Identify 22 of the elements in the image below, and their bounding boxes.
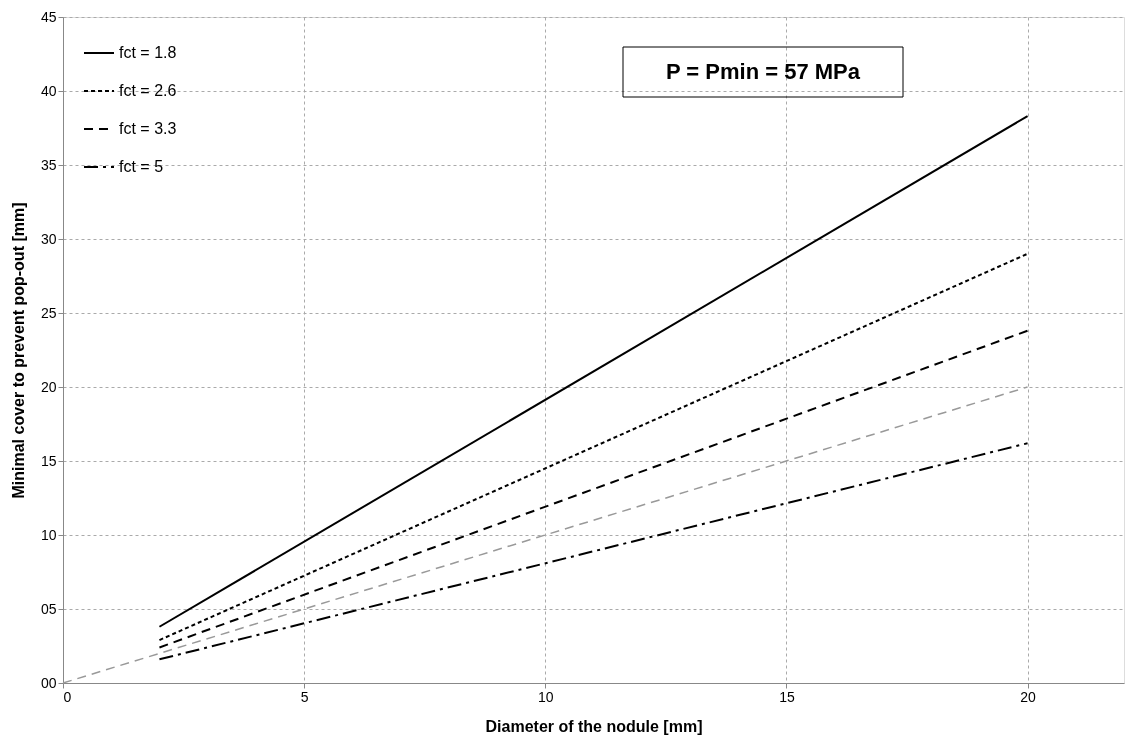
y-tick-label: 10	[40, 526, 57, 543]
y-tick-label: 25	[40, 304, 57, 321]
legend-label: fct = 2.6	[119, 82, 177, 99]
legend-label: fct = 5	[119, 158, 164, 175]
x-tick-label: 20	[1020, 688, 1037, 705]
y-tick-label: 30	[40, 230, 57, 247]
x-tick-label: 10	[537, 688, 554, 705]
y-tick-label: 15	[40, 452, 57, 469]
y-tick-label: 35	[40, 156, 57, 173]
y-tick-label: 40	[40, 82, 57, 99]
x-axis-title: Diameter of the nodule [mm]	[485, 717, 703, 735]
y-axis-title: Minimal cover to prevent pop-out [mm]	[9, 202, 27, 499]
y-tick-label: 05	[40, 600, 57, 617]
x-tick-label: 0	[63, 688, 72, 705]
annotation: P = Pmin = 57 MPa	[665, 59, 861, 84]
x-tick-label: 5	[300, 688, 309, 705]
x-tick-label: 15	[779, 688, 795, 705]
y-tick-label: 20	[40, 378, 57, 395]
legend-label: fct = 3.3	[119, 120, 177, 137]
legend-label: fct = 1.8	[119, 44, 177, 61]
y-tick-label: 45	[40, 8, 57, 25]
y-tick-label: 00	[40, 674, 57, 691]
